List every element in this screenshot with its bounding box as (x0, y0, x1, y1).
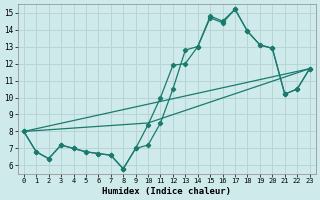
X-axis label: Humidex (Indice chaleur): Humidex (Indice chaleur) (102, 187, 231, 196)
